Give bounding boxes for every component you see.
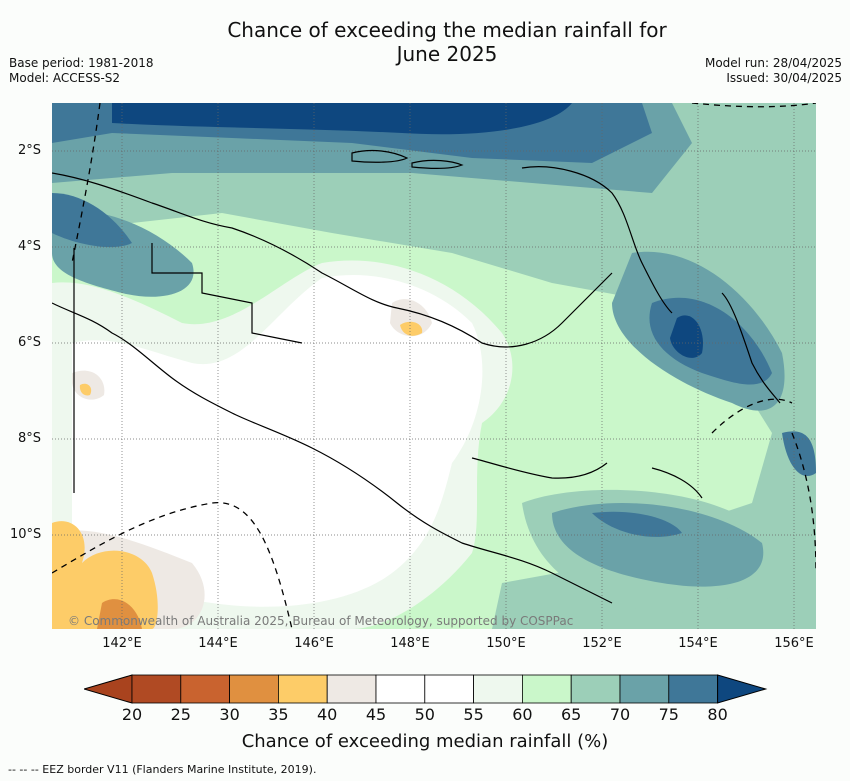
base-period: Base period: 1981-2018	[9, 56, 154, 70]
lon-label-156e: 156°E	[774, 636, 814, 651]
rainfall-map-svg	[52, 103, 816, 629]
band-west-75	[52, 193, 132, 248]
colorbar-cell	[375, 674, 426, 704]
map-title-line2: June 2025	[396, 42, 498, 66]
colorbar-tick-label: 50	[414, 705, 435, 724]
band-35-40-center	[400, 321, 423, 336]
colorbar-tick-label: 80	[707, 705, 728, 724]
colorbar-tick-label: 65	[561, 705, 582, 724]
lon-label-146e: 146°E	[294, 636, 334, 651]
lon-label-148e: 148°E	[390, 636, 430, 651]
colorbar-cell	[521, 674, 572, 704]
band-45-55	[72, 275, 483, 607]
lon-label-152e: 152°E	[582, 636, 622, 651]
lat-label-6s: 6°S	[18, 335, 42, 350]
eez-footnote: -- -- -- EEZ border V11 (Flanders Marine…	[8, 763, 317, 776]
colorbar-tick-label: 60	[512, 705, 533, 724]
colorbar	[84, 674, 768, 704]
meta-left: Base period: 1981-2018 Model: ACCESS-S2	[9, 56, 154, 86]
colorbar-cell	[473, 674, 523, 704]
band-east-80	[670, 315, 703, 358]
map-title: Chance of exceeding the median rainfall …	[150, 18, 744, 66]
colorbar-cell	[424, 674, 474, 704]
model-name: Model: ACCESS-S2	[9, 71, 121, 85]
colorbar-tick-label: 30	[219, 705, 240, 724]
colorbar-cell	[570, 674, 621, 704]
colorbar-cell	[180, 674, 231, 704]
colorbar-cell	[229, 674, 279, 704]
lat-label-10s: 10°S	[10, 527, 42, 542]
lon-label-154e: 154°E	[678, 636, 718, 651]
band-south-70	[552, 503, 764, 587]
colorbar-cell	[668, 674, 718, 704]
rainfall-map	[52, 103, 816, 629]
issued-date: Issued: 30/04/2025	[726, 71, 842, 85]
band-35-40-south	[52, 521, 158, 629]
lon-label-144e: 144°E	[198, 636, 238, 651]
colorbar-cell	[619, 674, 670, 704]
colorbar-cell	[277, 674, 328, 704]
colorbar-tick-label: 40	[317, 705, 338, 724]
copyright-text: © Commonwealth of Australia 2025, Bureau…	[68, 614, 574, 628]
colorbar-tick-label: 25	[170, 705, 191, 724]
map-title-line1: Chance of exceeding the median rainfall …	[227, 18, 667, 42]
band-30-35	[97, 599, 142, 629]
lon-label-150e: 150°E	[486, 636, 526, 651]
colorbar-tick-label: 35	[268, 705, 289, 724]
colorbar-label: Chance of exceeding median rainfall (%)	[241, 731, 609, 752]
lat-label-8s: 8°S	[18, 431, 42, 446]
colorbar-cell	[131, 674, 182, 704]
colorbar-tick-label: 70	[609, 705, 631, 724]
lat-label-2s: 2°S	[18, 143, 42, 158]
band-35-40-west	[79, 383, 92, 396]
band-65-70	[52, 103, 816, 629]
band-south-75	[592, 511, 682, 537]
colorbar-extend-low	[84, 674, 133, 704]
band-se-75	[782, 431, 816, 477]
band-80plus	[112, 103, 572, 135]
lon-label-142e: 142°E	[102, 636, 142, 651]
colorbar-cell	[326, 674, 377, 704]
colorbar-cells	[84, 674, 768, 704]
coastlines	[52, 149, 781, 604]
gridlines	[52, 103, 816, 629]
colorbar-extend-high	[717, 674, 768, 704]
colorbar-tick-label: 20	[121, 705, 143, 724]
eez-borders	[52, 103, 816, 629]
colorbar-tick-label: 45	[365, 705, 387, 724]
colorbar-tick-label: 75	[658, 705, 679, 724]
lat-label-4s: 4°S	[18, 239, 42, 254]
colorbar-tick-label: 55	[463, 705, 484, 724]
meta-right: Model run: 28/04/2025 Issued: 30/04/2025	[705, 56, 842, 86]
model-run: Model run: 28/04/2025	[704, 56, 842, 70]
